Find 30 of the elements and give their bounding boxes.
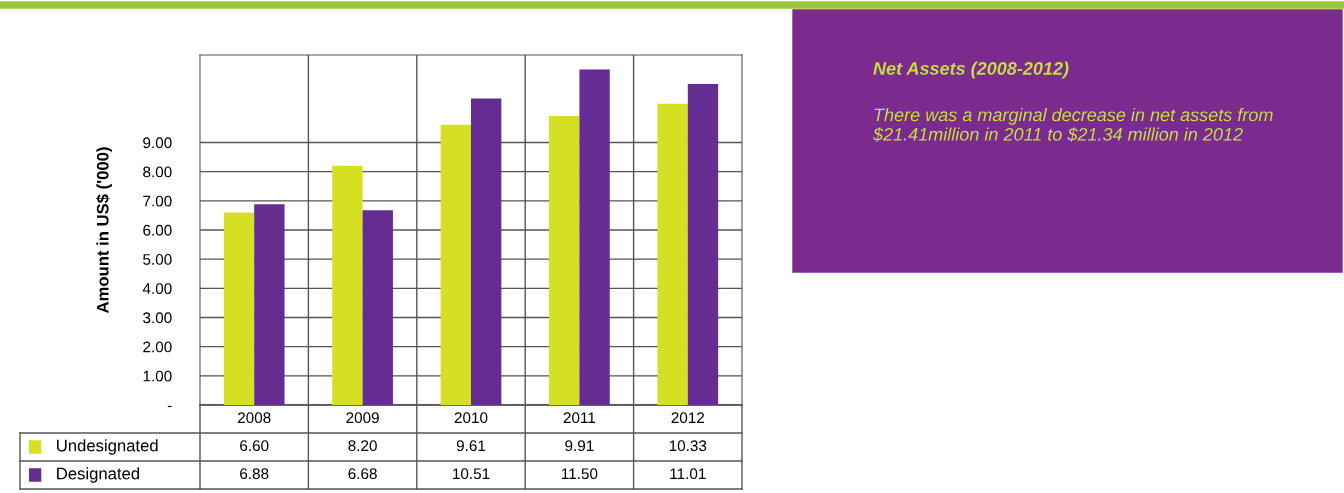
y-tick-label: 6.00 bbox=[143, 224, 172, 236]
y-tick-label: 3.00 bbox=[143, 312, 172, 324]
x-tick-label: 2008 bbox=[237, 412, 271, 424]
y-tick-label: 4.00 bbox=[142, 283, 172, 295]
data-label: 11.01 bbox=[670, 468, 706, 480]
y-tick-label: 1.00 bbox=[143, 370, 172, 382]
data-label: 6.88 bbox=[240, 468, 269, 480]
text: Net Assets (2008-2012) bbox=[873, 61, 1069, 79]
text: There was a marginal decrease in net assets from $21.41million in 2011 to $21.34 million in 2012 bbox=[872, 108, 1273, 142]
y-tick-label: - bbox=[167, 405, 172, 408]
x-tick-label: 2009 bbox=[346, 412, 379, 424]
data-label: 6.60 bbox=[240, 440, 269, 452]
data-label: 9.61 bbox=[456, 440, 486, 452]
x-tick-label: 2010 bbox=[454, 412, 488, 424]
data-label: 10.51 bbox=[453, 468, 490, 480]
legend-label: Undesignated bbox=[57, 439, 158, 455]
y-tick-label: 5.00 bbox=[143, 254, 172, 265]
y-tick-label: 9.00 bbox=[143, 137, 172, 149]
data-label: 6.68 bbox=[348, 468, 377, 480]
y-tick-label: 7.00 bbox=[143, 195, 172, 207]
data-label: 8.20 bbox=[348, 440, 377, 452]
y-axis-title: Amount in US$ ('000) bbox=[96, 147, 112, 314]
x-tick-label: 2011 bbox=[563, 412, 596, 424]
x-tick-label: 2012 bbox=[671, 412, 705, 424]
y-tick-label: 2.00 bbox=[143, 341, 172, 353]
legend-label: Designated bbox=[57, 467, 140, 483]
data-label: 9.91 bbox=[565, 440, 594, 452]
data-label: 11.50 bbox=[562, 468, 598, 480]
y-tick-label: 8.00 bbox=[143, 166, 172, 178]
data-label: 10.33 bbox=[669, 440, 707, 452]
